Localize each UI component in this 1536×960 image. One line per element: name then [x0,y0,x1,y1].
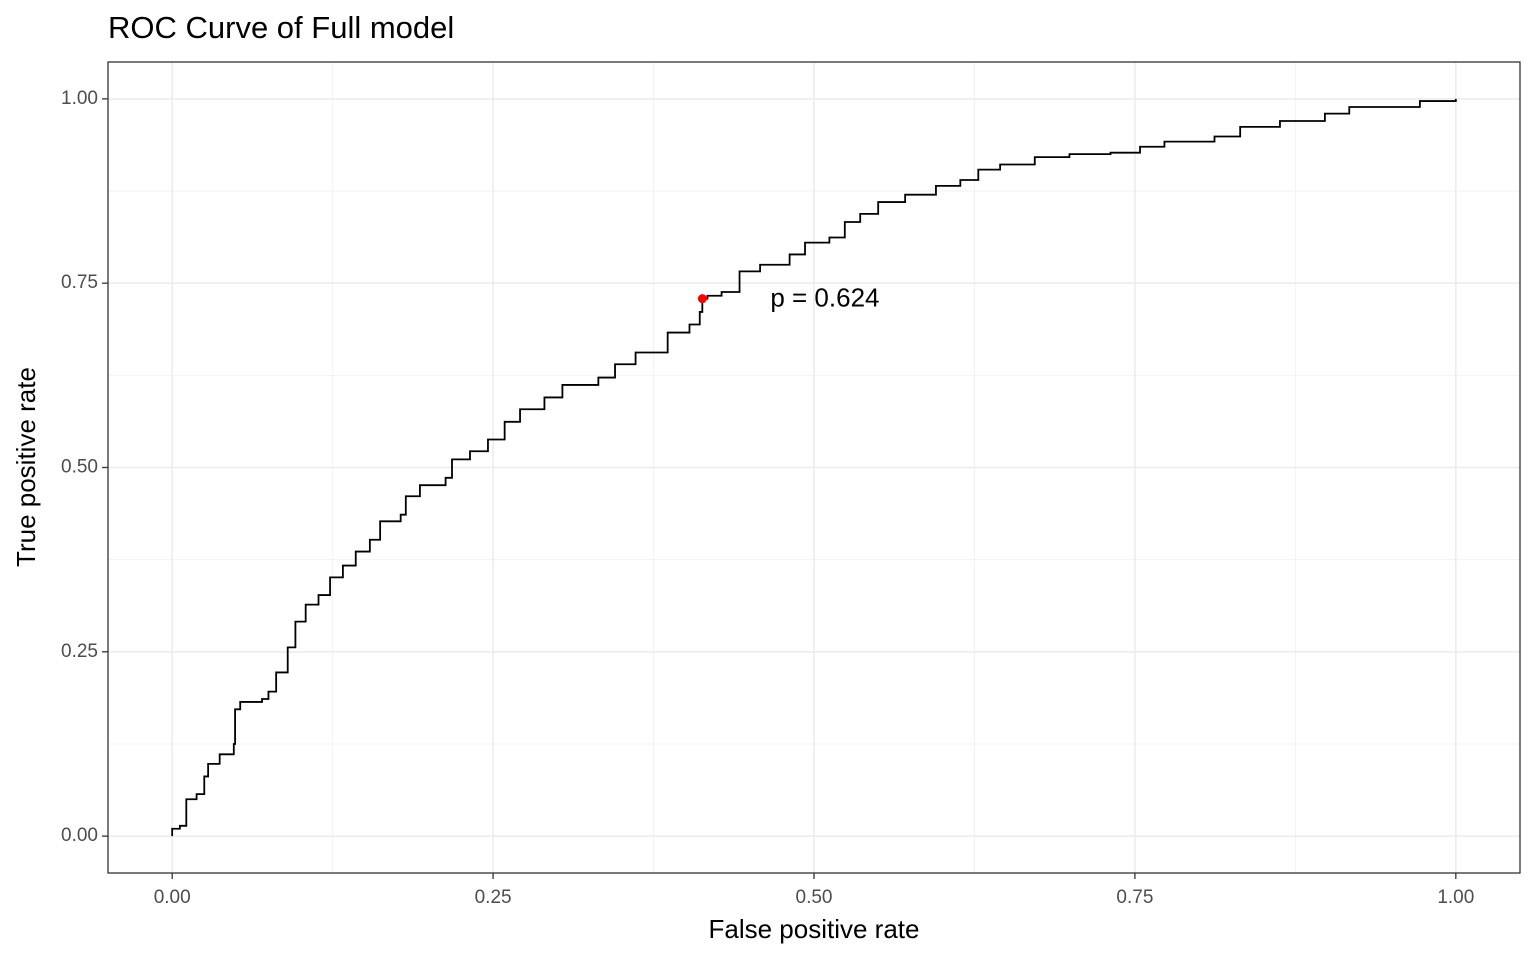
x-tick-label: 0.25 [475,887,512,908]
y-tick-label: 1.00 [61,88,98,109]
optimal-point [697,294,707,304]
y-tick-label: 0.50 [61,457,98,478]
x-tick-label: 0.50 [796,887,833,908]
y-tick-label: 0.00 [61,825,98,846]
x-axis-title: False positive rate [709,914,920,944]
roc-curve [171,98,1457,837]
y-axis-title: True positive rate [11,367,41,567]
x-tick-label: 0.00 [154,887,191,908]
panel-border [107,61,1521,874]
annotation: p = 0.624 [770,282,879,312]
chart-title: ROC Curve of Full model [108,10,454,45]
x-tick-label: 1.00 [1437,887,1474,908]
y-tick-label: 0.25 [61,641,98,662]
x-tick-label: 0.75 [1116,887,1153,908]
y-tick-label: 0.75 [61,272,98,293]
